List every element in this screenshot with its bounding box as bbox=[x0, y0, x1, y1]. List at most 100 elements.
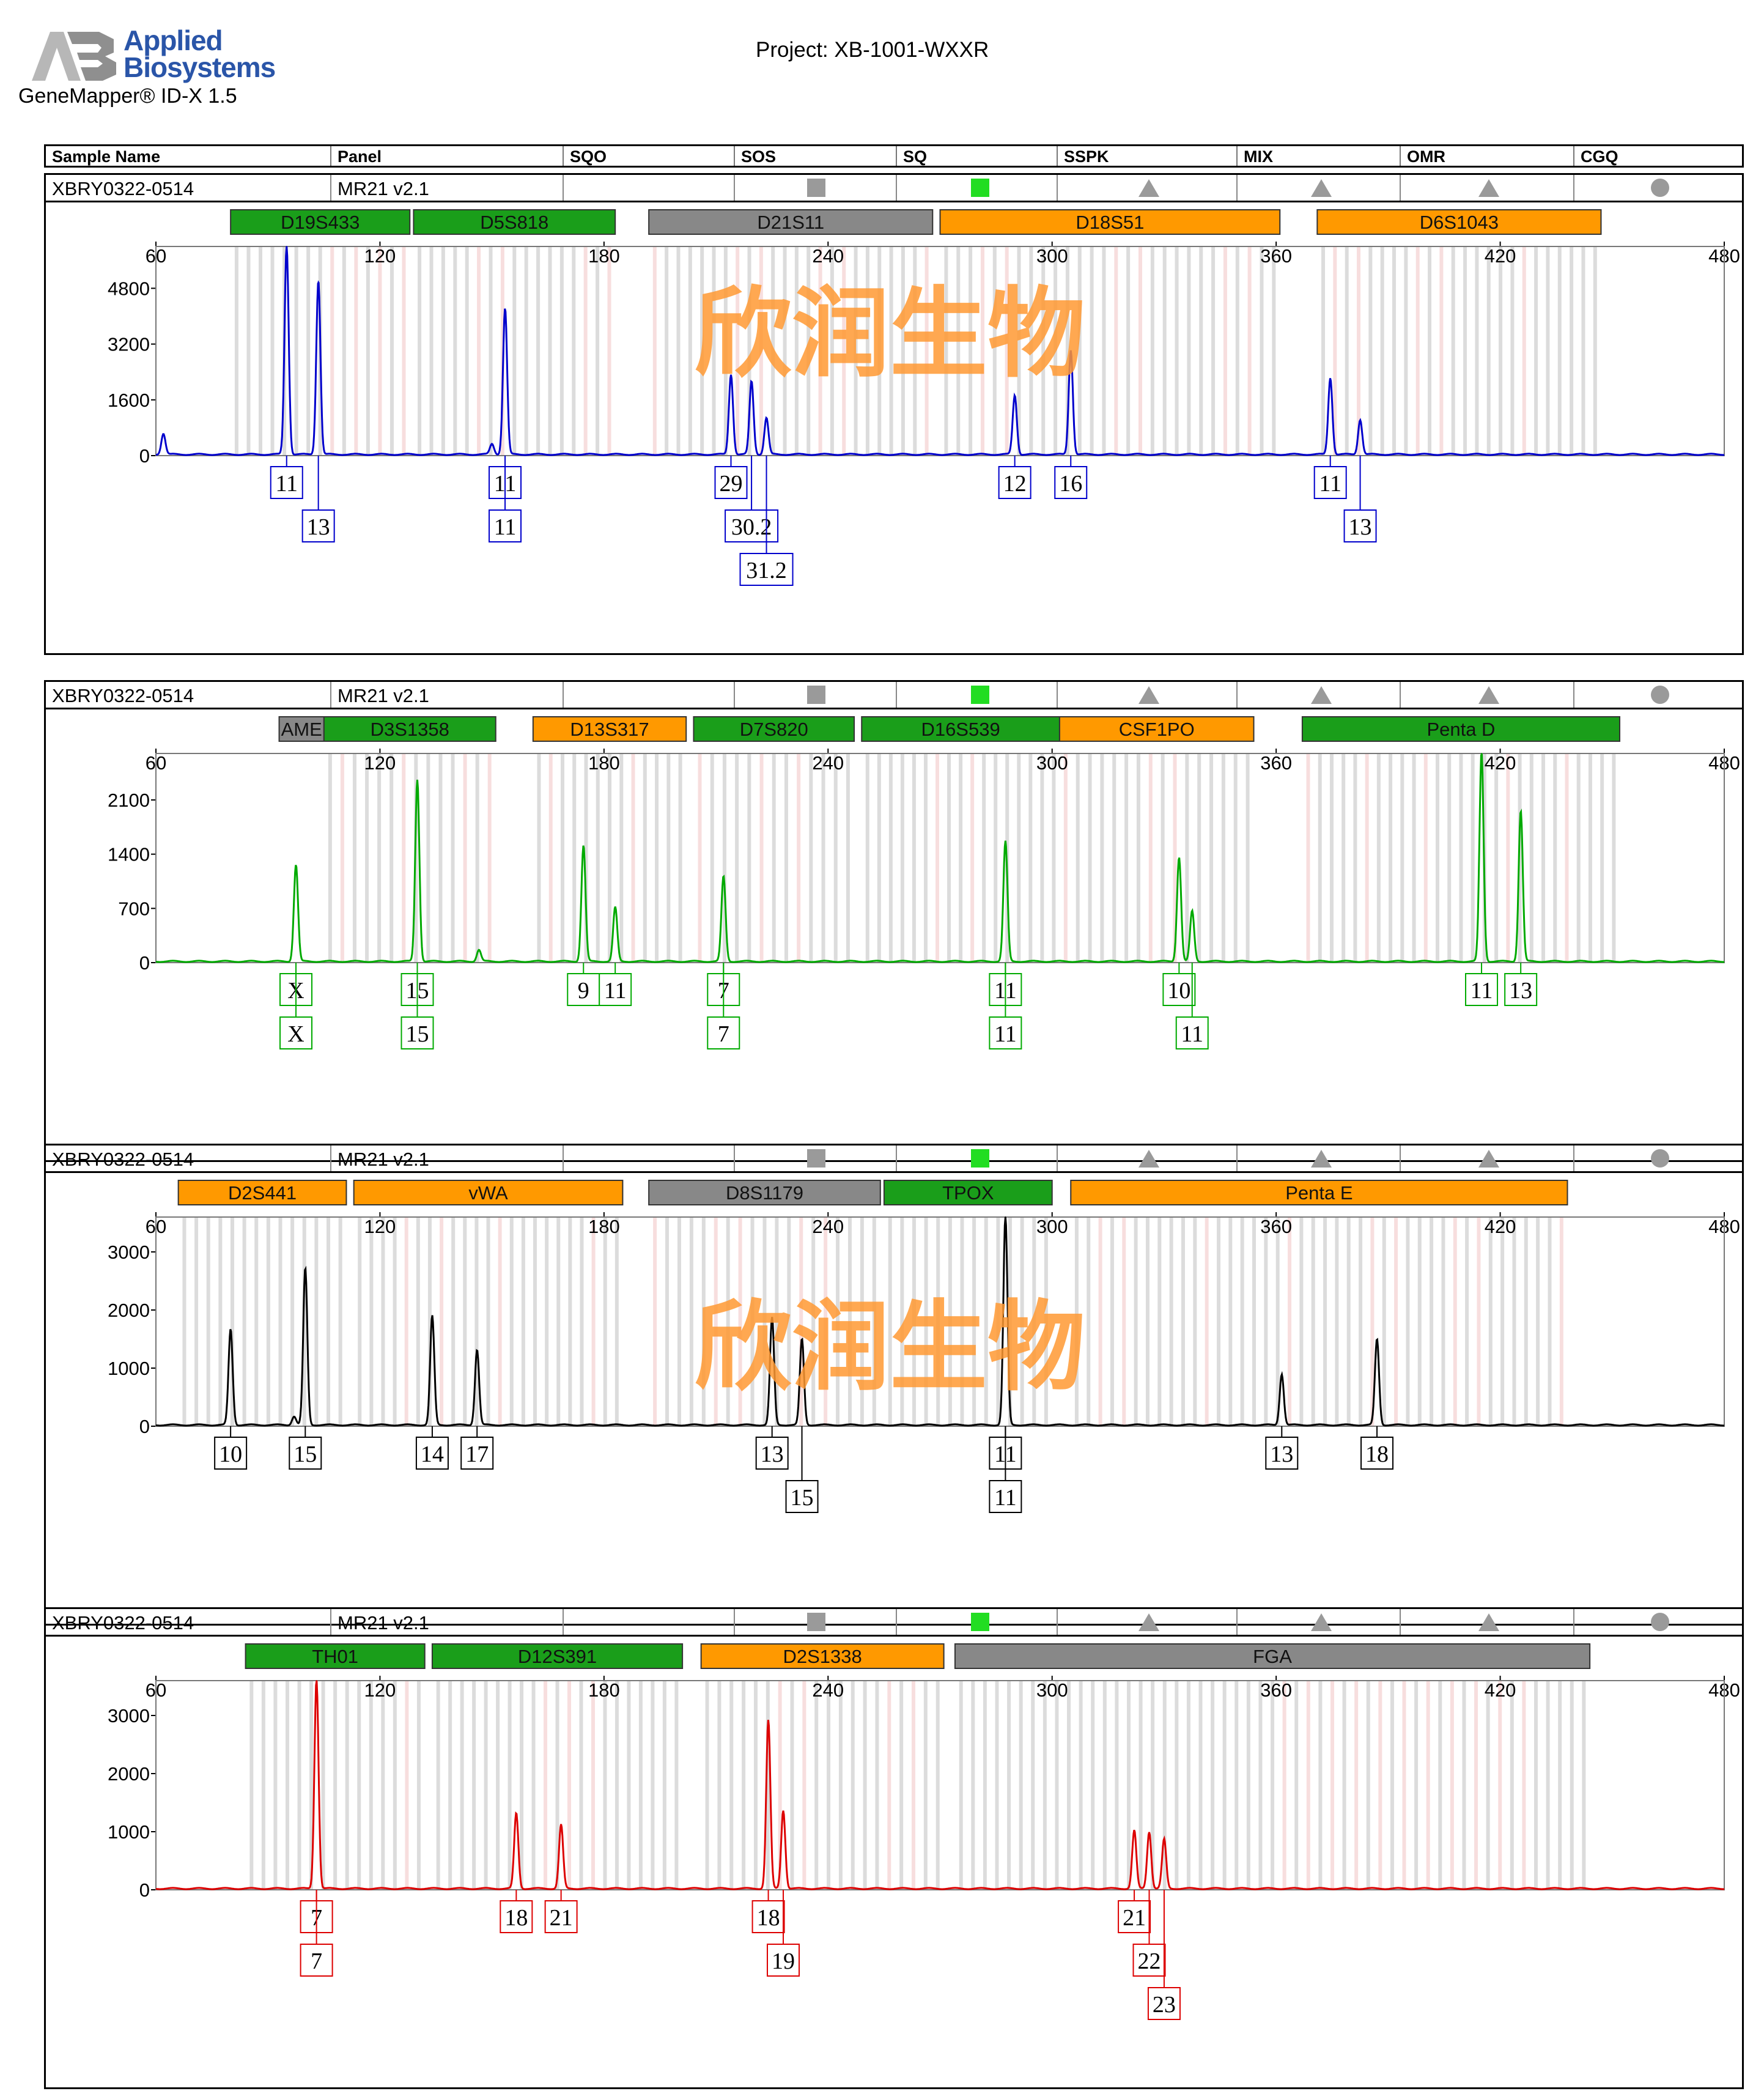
marker-bar-2[interactable] bbox=[648, 1180, 881, 1205]
allele-call-label: 17 bbox=[465, 1441, 489, 1467]
allele-call-label: 11 bbox=[494, 514, 517, 540]
allele-call-box[interactable] bbox=[599, 973, 632, 1006]
sample-info-row[interactable]: XBRY0322-0514 MR21 v2.1 bbox=[46, 1609, 1742, 1637]
omr-triangle-icon bbox=[1478, 686, 1499, 704]
marker-bar-0[interactable] bbox=[245, 1643, 426, 1669]
marker-bar-1[interactable] bbox=[353, 1180, 624, 1205]
allele-call-box[interactable] bbox=[1313, 466, 1347, 499]
marker-bar-2[interactable] bbox=[700, 1643, 945, 1669]
flag-cell-sspk bbox=[1057, 682, 1236, 708]
allele-call-box[interactable] bbox=[289, 1437, 322, 1470]
signal-trace bbox=[155, 753, 1724, 963]
peak-point bbox=[583, 846, 585, 847]
allele-call-box[interactable] bbox=[1132, 1944, 1166, 1977]
sample-info-row[interactable]: XBRY0322-0514 MR21 v2.1 bbox=[46, 682, 1742, 709]
allele-call-box[interactable] bbox=[1162, 973, 1196, 1006]
sample-info-row[interactable]: XBRY0322-0514 MR21 v2.1 bbox=[46, 175, 1742, 202]
x-tick-label: 360 bbox=[1260, 1216, 1292, 1237]
allele-call-box[interactable] bbox=[707, 1016, 740, 1049]
allele-call-box[interactable] bbox=[544, 1900, 578, 1933]
allele-call-box[interactable] bbox=[989, 1480, 1022, 1513]
sample-panel-2: XBRY0322-0514 MR21 v2.1 AME D3S1358 D13S317 D… bbox=[44, 680, 1744, 1162]
col-sspk: SSPK bbox=[1057, 146, 1236, 166]
allele-bins bbox=[182, 1217, 1563, 1426]
peak-point bbox=[476, 1350, 478, 1352]
marker-bar-2[interactable] bbox=[648, 209, 934, 235]
marker-bar-3[interactable] bbox=[693, 716, 855, 742]
sample-info-row[interactable]: XBRY0322-0514 MR21 v2.1 bbox=[46, 1145, 1742, 1173]
allele-call-label: 11 bbox=[994, 1021, 1017, 1047]
omr-triangle-icon bbox=[1478, 1613, 1499, 1631]
x-tick-label: 180 bbox=[588, 1216, 620, 1237]
allele-call-box[interactable] bbox=[1054, 466, 1088, 499]
allele-call-box[interactable] bbox=[751, 1900, 785, 1933]
allele-call-box[interactable] bbox=[415, 1437, 449, 1470]
allele-call-box[interactable] bbox=[279, 1016, 313, 1049]
allele-call-box[interactable] bbox=[739, 553, 794, 586]
allele-call-box[interactable] bbox=[989, 1016, 1022, 1049]
allele-call-box[interactable] bbox=[400, 1016, 434, 1049]
marker-label: FGA bbox=[1253, 1646, 1292, 1667]
y-tick-label: 0 bbox=[139, 952, 150, 974]
allele-call-box[interactable] bbox=[489, 509, 522, 542]
allele-call-box[interactable] bbox=[755, 1437, 789, 1470]
allele-call-box[interactable] bbox=[1147, 1987, 1181, 2020]
marker-bar-1[interactable] bbox=[413, 209, 616, 235]
flag-cell-sos bbox=[734, 682, 896, 708]
flag-cell-omr bbox=[1400, 682, 1573, 708]
allele-call-box[interactable] bbox=[1360, 1437, 1394, 1470]
allele-call-box[interactable] bbox=[998, 466, 1031, 499]
x-tick-label: 300 bbox=[1036, 752, 1068, 774]
watermark: 欣润生物 bbox=[694, 276, 1085, 391]
allele-call-box[interactable] bbox=[767, 1944, 800, 1977]
allele-call-box[interactable] bbox=[1465, 973, 1499, 1006]
allele-call-box[interactable] bbox=[500, 1900, 533, 1933]
marker-bar-0[interactable] bbox=[230, 209, 411, 235]
electropherogram-chart: AME D3S1358 D13S317 D7S820 D16S539 CSF1PO Pent… bbox=[108, 716, 1740, 1049]
marker-bar-1[interactable] bbox=[431, 1643, 684, 1669]
marker-bar-4[interactable] bbox=[861, 716, 1060, 742]
allele-call-box[interactable] bbox=[1118, 1900, 1151, 1933]
allele-call-box[interactable] bbox=[214, 1437, 248, 1470]
flag-cell-mix bbox=[1236, 175, 1400, 201]
allele-call-box[interactable] bbox=[460, 1437, 494, 1470]
panel-name: MR21 v2.1 bbox=[330, 682, 563, 708]
allele-call-label: 10 bbox=[219, 1441, 242, 1467]
marker-bar-4[interactable] bbox=[1070, 1180, 1568, 1205]
allele-call-box[interactable] bbox=[1265, 1437, 1299, 1470]
allele-call-label: 7 bbox=[718, 1021, 729, 1047]
allele-call-box[interactable] bbox=[1175, 1016, 1209, 1049]
allele-call-box[interactable] bbox=[301, 509, 335, 542]
allele-call-box[interactable] bbox=[1343, 509, 1377, 542]
allele-call-box[interactable] bbox=[714, 466, 748, 499]
marker-label: Penta E bbox=[1285, 1182, 1353, 1204]
marker-label: D16S539 bbox=[921, 719, 1000, 740]
marker-bar-6[interactable] bbox=[1301, 716, 1620, 742]
allele-call-box[interactable] bbox=[725, 509, 779, 542]
x-tick-label: 240 bbox=[812, 1216, 844, 1237]
col-sos: SOS bbox=[734, 146, 896, 166]
marker-bar-3[interactable] bbox=[939, 209, 1281, 235]
sos-square-icon bbox=[807, 1149, 825, 1168]
marker-bar-1[interactable] bbox=[323, 716, 496, 742]
electropherogram-chart: D2S441 vWA D8S1179 TPOX Penta E60 120 180 240 30… bbox=[108, 1180, 1740, 1513]
allele-call-box[interactable] bbox=[785, 1480, 819, 1513]
col-panel: Panel bbox=[330, 146, 563, 166]
marker-bar-0[interactable] bbox=[177, 1180, 347, 1205]
allele-call-box[interactable] bbox=[1504, 973, 1538, 1006]
marker-bar-3[interactable] bbox=[883, 1180, 1053, 1205]
marker-bar-3[interactable] bbox=[954, 1643, 1591, 1669]
marker-bar-4[interactable] bbox=[1316, 209, 1602, 235]
allele-call-box[interactable] bbox=[300, 1944, 333, 1977]
flag-cell-sos bbox=[734, 1609, 896, 1635]
marker-label: D3S1358 bbox=[371, 719, 449, 740]
marker-bar-5[interactable] bbox=[1058, 716, 1255, 742]
x-tick-label: 300 bbox=[1036, 1679, 1068, 1701]
x-tick-label: 240 bbox=[812, 752, 844, 774]
marker-bar-2[interactable] bbox=[532, 716, 687, 742]
allele-call-box[interactable] bbox=[270, 466, 303, 499]
peak-point bbox=[614, 908, 616, 909]
allele-call-box[interactable] bbox=[567, 973, 600, 1006]
flag-cell-cgq bbox=[1573, 682, 1742, 708]
allele-call-label: 9 bbox=[578, 978, 589, 1004]
